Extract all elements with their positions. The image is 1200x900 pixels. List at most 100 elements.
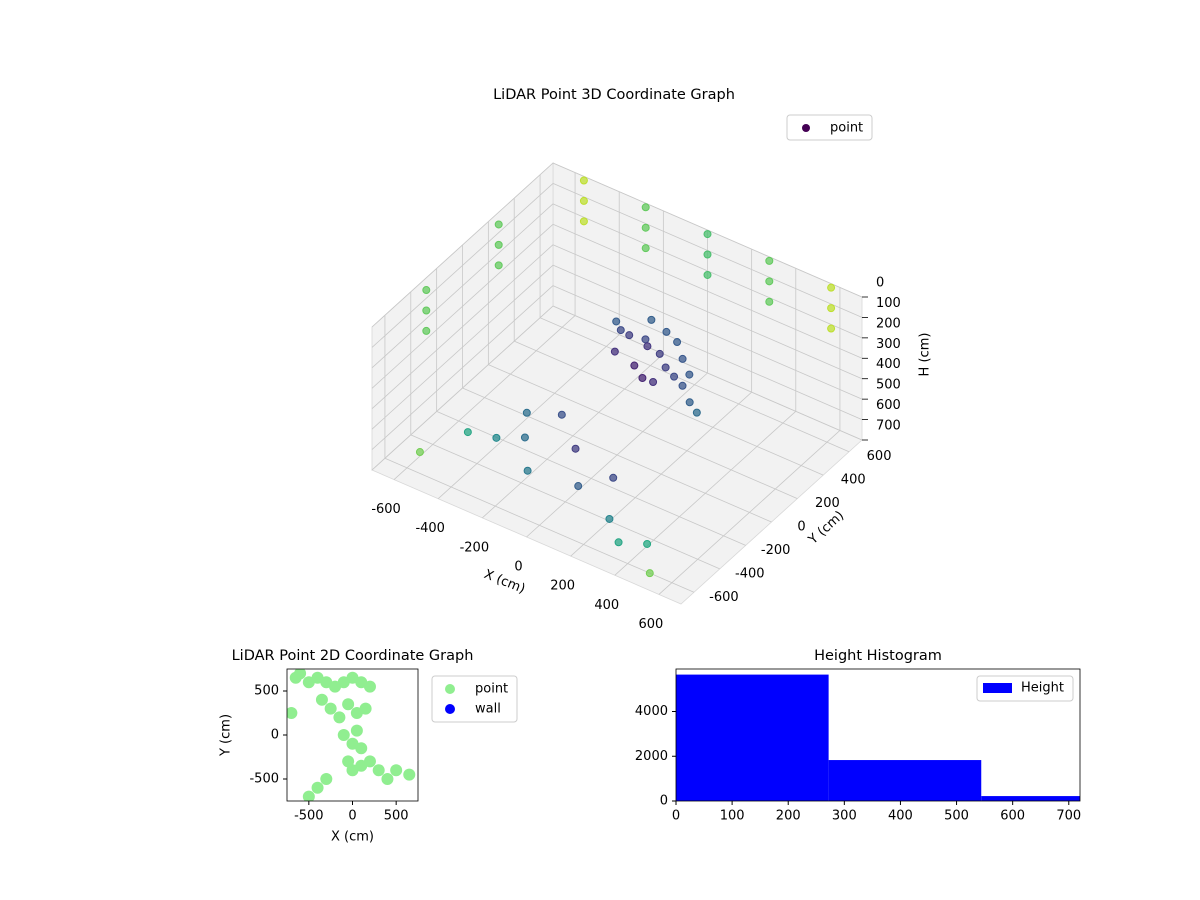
point	[614, 538, 623, 547]
point	[311, 781, 324, 794]
chart-title: Height Histogram	[814, 648, 942, 664]
x-tick-label: 500	[384, 809, 409, 824]
point	[685, 398, 694, 407]
grid-line	[371, 244, 554, 410]
grid-line	[371, 162, 554, 328]
y-tick-label: 0	[271, 728, 279, 743]
point	[579, 217, 588, 226]
point	[678, 381, 687, 390]
z-tick-label: 200	[876, 316, 901, 331]
grid-line	[552, 264, 863, 400]
point	[494, 220, 503, 229]
point	[685, 370, 694, 379]
point	[638, 374, 647, 382]
point	[703, 230, 712, 239]
legend-label: point	[830, 121, 863, 136]
point	[302, 790, 315, 801]
point	[522, 408, 531, 417]
point	[287, 707, 298, 719]
point	[372, 764, 385, 777]
y-tick-label: 200	[815, 496, 840, 511]
point	[520, 433, 529, 442]
point	[649, 378, 658, 386]
point	[574, 482, 583, 491]
y-tick-label: 4000	[635, 704, 668, 719]
x-tick-label: 200	[776, 809, 801, 824]
legend-marker	[802, 124, 810, 132]
point	[324, 702, 337, 715]
point	[655, 349, 664, 358]
bar	[676, 674, 829, 801]
point	[315, 693, 328, 706]
point	[630, 361, 639, 370]
x-tick-label: -600	[371, 502, 401, 517]
grid-line	[488, 364, 798, 499]
point	[641, 244, 650, 253]
point	[403, 768, 416, 781]
bars	[676, 674, 1080, 801]
point	[294, 669, 307, 680]
x-tick-label: -500	[294, 809, 324, 824]
point	[641, 223, 650, 232]
points	[287, 669, 416, 801]
y-tick-label: -400	[735, 566, 765, 581]
y-tick-label: 500	[254, 684, 279, 699]
point	[390, 764, 403, 777]
point	[765, 297, 774, 306]
plot-histogram: 0 100 200 300 400 500 600 700 0 2000 4000 Height Hi…	[635, 648, 1081, 824]
point	[610, 347, 619, 356]
grid-line	[436, 411, 746, 546]
z-tick-label: 0	[876, 276, 884, 291]
grid-line	[371, 264, 554, 430]
grid-line	[371, 305, 554, 471]
grid-line	[410, 434, 720, 570]
grid-line	[539, 317, 850, 453]
legend-box	[786, 114, 873, 141]
point	[645, 569, 654, 578]
point	[703, 250, 712, 259]
point	[363, 755, 376, 768]
point	[363, 680, 376, 693]
x-tick-label: 700	[1056, 809, 1081, 824]
y-tick-label: 600	[867, 449, 892, 464]
x-tick-label: 600	[1000, 809, 1025, 824]
legend-marker	[983, 683, 1012, 693]
point	[320, 773, 333, 785]
bar	[981, 796, 1080, 801]
point	[827, 304, 836, 313]
x-tick-label: 400	[888, 809, 913, 824]
point	[523, 466, 532, 475]
point	[827, 324, 836, 333]
point	[381, 773, 394, 785]
point	[494, 261, 503, 270]
point	[415, 448, 424, 457]
y-tick-label: 2000	[635, 749, 668, 764]
y-tick-label: 400	[841, 473, 866, 488]
x-tick-label: -400	[415, 521, 445, 536]
axes-frame	[675, 668, 1081, 802]
grid-line	[552, 183, 863, 318]
point	[670, 372, 679, 381]
y-tick-label: -600	[709, 590, 739, 605]
chart-title: LiDAR Point 2D Coordinate Graph	[232, 648, 474, 664]
point	[703, 270, 712, 279]
z-tick-label: 600	[876, 398, 901, 413]
x-tick-label: 100	[720, 809, 745, 824]
x-tick-label: 0	[348, 809, 356, 824]
point	[333, 711, 346, 724]
x-tick-label: 200	[550, 579, 575, 594]
point	[765, 256, 774, 265]
z-tick-label: 700	[876, 419, 901, 434]
point	[557, 410, 566, 419]
point	[355, 742, 368, 755]
grid-line	[552, 285, 863, 420]
x-tick-label: 400	[594, 598, 619, 613]
point	[492, 433, 501, 442]
grid-line	[552, 223, 863, 359]
grid-line	[552, 244, 863, 380]
z-tick-label: 400	[876, 357, 901, 372]
point	[827, 283, 836, 292]
y-tick-label: 0	[660, 794, 668, 809]
point	[616, 326, 625, 335]
